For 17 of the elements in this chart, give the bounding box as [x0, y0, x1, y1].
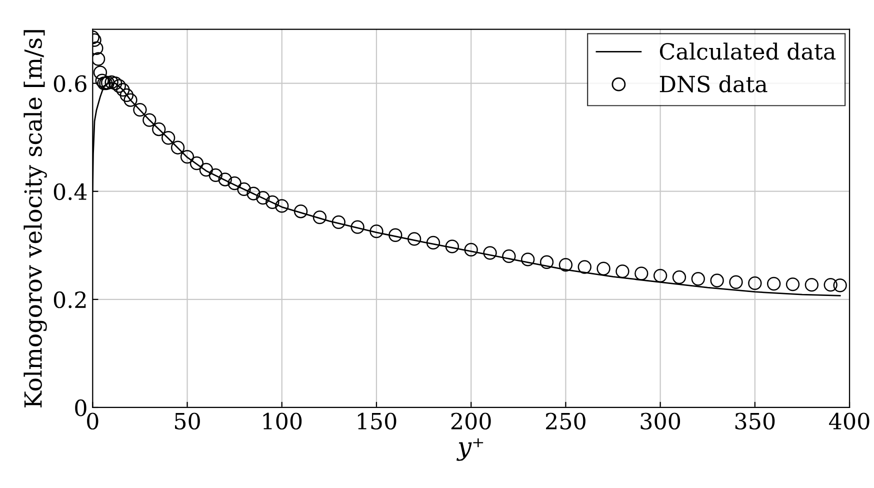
- y-tick-label: 0.2: [54, 291, 86, 308]
- x-tick-label: 100: [263, 412, 302, 430]
- x-tick-label: 200: [451, 412, 491, 430]
- x-tick-label: 300: [640, 412, 680, 430]
- legend-label: DNS data: [660, 75, 768, 92]
- x-tick-label: 350: [735, 412, 775, 430]
- x-tick-label: 250: [546, 412, 586, 430]
- x-tick-label: 0: [87, 412, 98, 430]
- x-tick-label: 150: [358, 412, 396, 430]
- y-tick-label: 0.4: [54, 183, 87, 200]
- x-tick-label: 50: [175, 412, 200, 430]
- y-tick-label: 0.6: [54, 75, 86, 92]
- x-axis-title: y⁺: [456, 438, 484, 461]
- y-axis-title: Kolmogorov velocity scale [m/s]: [24, 30, 47, 408]
- y-tick-label: 0: [75, 399, 86, 416]
- legend-label: Calculated data: [660, 42, 836, 60]
- x-tick-label: 400: [829, 412, 870, 430]
